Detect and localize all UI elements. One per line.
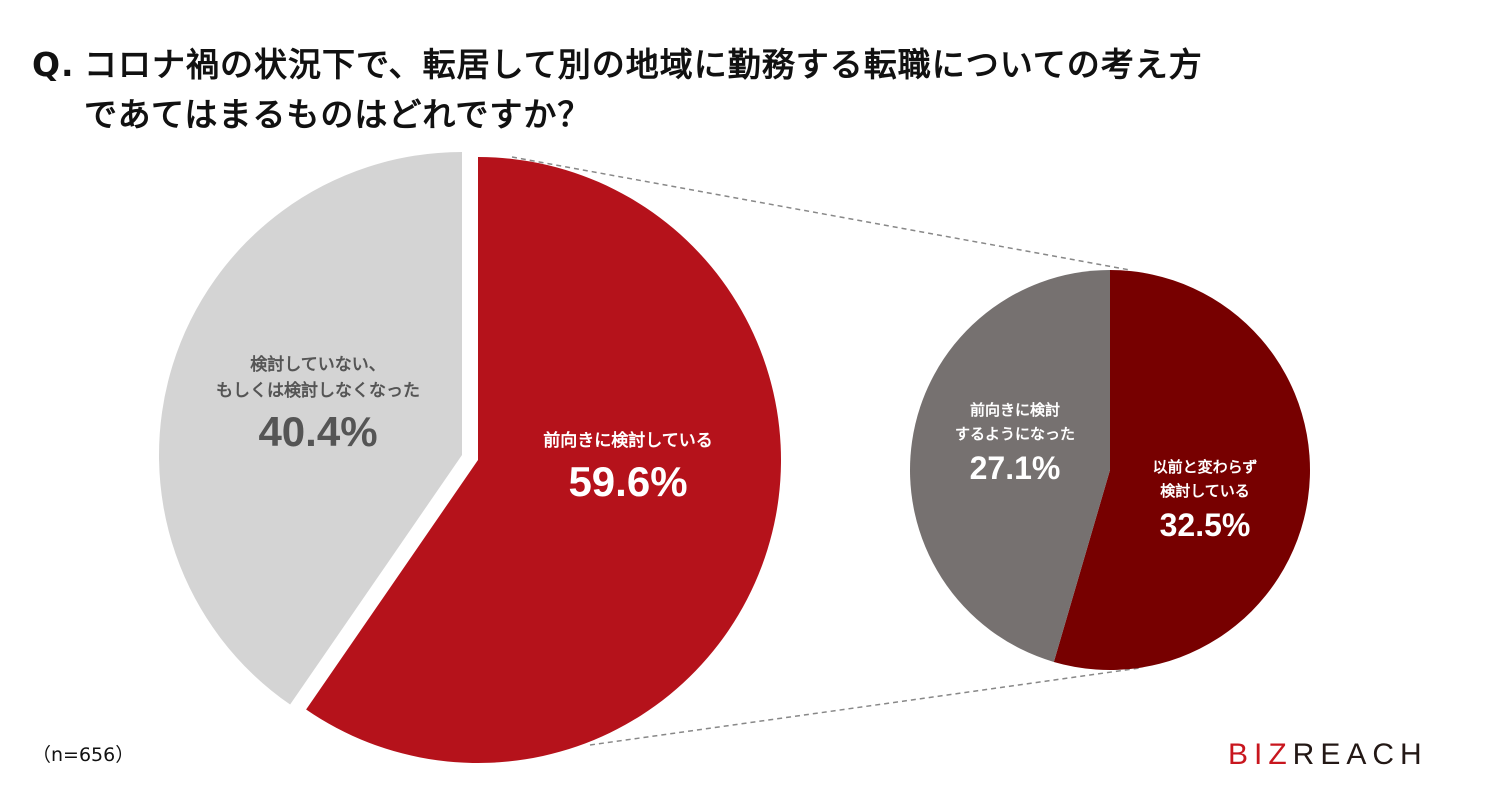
slice-label-line: 以前と変わらず bbox=[1152, 458, 1258, 476]
label-still-considering: 以前と変わらず 検討している 32.5% bbox=[1153, 455, 1258, 547]
logo-part: BIZ bbox=[1228, 738, 1293, 771]
slice-value: 32.5% bbox=[1159, 507, 1251, 543]
slice-not-considering bbox=[158, 151, 462, 705]
title-line-1: コロナ禍の状況下で、転居して別の地域に勤務する転職についての考え方 bbox=[84, 45, 1203, 84]
label-considering: 前向きに検討している 59.6% bbox=[543, 428, 713, 510]
slice-label-line: 検討していない、 bbox=[250, 355, 386, 375]
slice-label-line: 前向きに検討している bbox=[543, 431, 713, 451]
title-line-2: であてはまるものはどれですか？ bbox=[84, 95, 592, 134]
slice-value: 40.4% bbox=[258, 408, 378, 455]
slice-considering bbox=[306, 157, 781, 763]
slice-label-line: 前向きに検討 bbox=[969, 401, 1061, 419]
chart-title: Q. コロナ禍の状況下で、転居して別の地域に勤務する転職についての考え方 であては… bbox=[32, 40, 1203, 140]
slice-newly-considering bbox=[910, 270, 1110, 662]
sample-size: （n=656） bbox=[32, 744, 135, 766]
slice-value: 27.1% bbox=[969, 450, 1061, 486]
slice-label-line: 検討している bbox=[1160, 482, 1250, 500]
slice-label-line: もしくは検討しなくなった bbox=[216, 381, 420, 401]
logo-part: REACH bbox=[1292, 738, 1428, 771]
label-not-considering: 検討していない、 もしくは検討しなくなった 40.4% bbox=[216, 352, 420, 460]
connector-line bbox=[511, 156, 1131, 271]
slice-still-considering bbox=[1053, 270, 1310, 670]
label-newly-considering: 前向きに検討 するようになった 27.1% bbox=[955, 398, 1075, 490]
slice-value: 59.6% bbox=[568, 458, 688, 505]
connector-line bbox=[589, 667, 1141, 746]
slice-label-line: するようになった bbox=[954, 425, 1076, 443]
question-marker: Q. bbox=[32, 45, 75, 84]
bizreach-logo: BIZREACH bbox=[1228, 738, 1428, 772]
